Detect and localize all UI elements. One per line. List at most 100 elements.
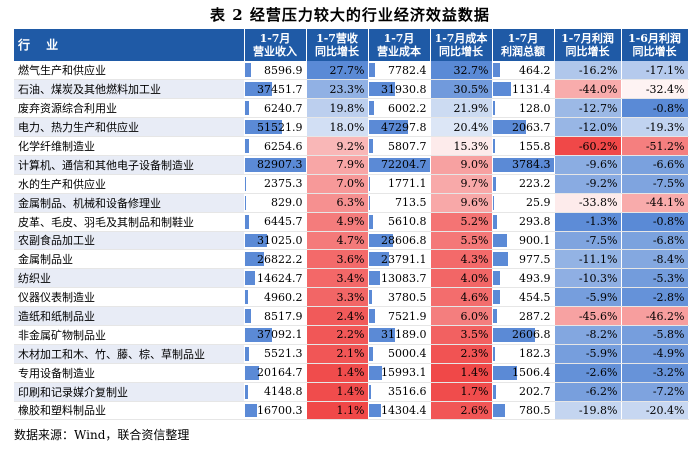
revenue-cell: 2375.3 (244, 174, 307, 194)
profit-cell-value: 223.2 (519, 177, 551, 191)
profit-cell: 977.5 (492, 249, 555, 270)
profit-cell: 493.9 (492, 268, 555, 289)
profit-cell-value: 182.3 (519, 347, 551, 361)
profit-cell: 155.8 (492, 136, 555, 156)
industry-name: 燃气生产和供应业 (14, 61, 245, 81)
header-revenue: 1-7月 营业收入 (244, 29, 307, 61)
profit-cell-value: 2063.7 (512, 120, 551, 134)
profit-cell-bar (492, 346, 496, 361)
header-profit-growth-6: 1-6月利润 同比增长 (621, 29, 689, 61)
cost-cell-bar (368, 290, 372, 305)
cost-cell: 72204.7 (368, 155, 431, 175)
revenue-cell: 6240.7 (244, 98, 307, 119)
table-row: 金属制品、机械和设备修理业 829.0 6.3% 713.5 9.6% 25.9 -33.8… (14, 193, 689, 213)
revenue-growth-cell: 2.2% (306, 325, 369, 345)
profit-cell-bar (492, 384, 496, 399)
profit-cell: 900.1 (492, 231, 555, 251)
revenue-cell: 8596.9 (244, 61, 307, 81)
cost-cell: 1771.1 (368, 174, 431, 194)
cost-cell-bar (368, 309, 375, 323)
cost-growth-cell: 2.3% (430, 344, 493, 364)
table-row: 废弃资源综合利用业 6240.7 19.8% 6002.2 21.9% 128.0 -12.… (14, 98, 689, 119)
table-row: 木材加工和木、竹、藤、棕、草制品业 5521.3 2.1% 5000.4 2.3% 182… (14, 344, 689, 364)
cost-growth-cell: 1.7% (430, 382, 493, 402)
profit-growth-6-cell: -0.8% (621, 98, 689, 119)
revenue-cell-bar (244, 195, 246, 210)
revenue-cell-bar (244, 176, 247, 191)
industry-name: 金属制品、机械和设备修理业 (14, 193, 245, 213)
cost-growth-cell: 4.0% (430, 268, 493, 289)
cost-cell: 31930.8 (368, 79, 431, 100)
profit-growth-7-cell: -16.2% (554, 61, 622, 81)
profit-cell-value: 1506.4 (512, 366, 551, 380)
industry-name: 废弃资源综合利用业 (14, 98, 245, 119)
profit-cell-value: 900.1 (519, 233, 551, 247)
revenue-cell: 26822.2 (244, 249, 307, 270)
industry-table: 行 业 1-7月 营业收入 1-7营收 同比增长 1-7月 营业成本 1-7月成本 同比… (14, 29, 689, 421)
profit-cell: 182.3 (492, 344, 555, 364)
revenue-cell-bar (244, 120, 283, 135)
revenue-growth-cell: 2.4% (306, 306, 369, 326)
industry-name: 石油、煤炭及其他燃料加工业 (14, 79, 245, 100)
profit-growth-6-cell: -44.1% (621, 193, 689, 213)
cost-cell-bar (368, 214, 374, 229)
revenue-growth-cell: 23.3% (306, 79, 369, 100)
revenue-cell: 37092.1 (244, 325, 307, 345)
profit-growth-6-cell: -7.2% (621, 382, 689, 402)
header-revenue-growth: 1-7营收 同比增长 (306, 29, 369, 61)
cost-cell-value: 5000.4 (388, 347, 427, 361)
revenue-cell-bar (244, 403, 257, 418)
profit-cell: 1506.4 (492, 363, 555, 383)
profit-cell-value: 25.9 (526, 196, 551, 210)
cost-cell-bar (368, 271, 380, 286)
revenue-cell: 31025.0 (244, 231, 307, 251)
cost-cell-bar (368, 327, 395, 342)
industry-name: 金属制品业 (14, 249, 245, 270)
revenue-cell-value: 37092.1 (257, 328, 303, 342)
industry-name: 橡胶和塑料制品业 (14, 401, 245, 421)
profit-growth-6-cell: -4.9% (621, 344, 689, 364)
cost-cell-value: 31930.8 (381, 82, 427, 96)
profit-growth-6-cell: -19.3% (621, 117, 689, 138)
profit-growth-6-cell: -6.8% (621, 231, 689, 251)
revenue-cell-value: 37451.7 (257, 82, 303, 96)
revenue-growth-cell: 7.0% (306, 174, 369, 194)
revenue-cell-value: 31025.0 (257, 233, 303, 247)
table-row: 计算机、通信和其他电子设备制造业 82907.3 7.9% 72204.7 9.0% 37… (14, 155, 689, 175)
profit-cell-value: 202.7 (519, 385, 551, 399)
header-profit: 1-7月 利润总额 (492, 29, 555, 61)
revenue-growth-cell: 27.7% (306, 61, 369, 81)
profit-cell: 202.7 (492, 382, 555, 402)
cost-cell-value: 15993.1 (381, 366, 427, 380)
industry-name: 仪器仪表制造业 (14, 287, 245, 308)
profit-cell-bar (492, 290, 500, 305)
cost-cell-value: 13083.7 (381, 271, 427, 285)
cost-growth-cell: 2.6% (430, 401, 493, 421)
table-row: 石油、煤炭及其他燃料加工业 37451.7 23.3% 31930.8 30.5% 113… (14, 79, 689, 100)
cost-cell-value: 5610.8 (388, 215, 427, 229)
revenue-cell-value: 829.0 (271, 196, 303, 210)
revenue-cell-value: 6445.7 (264, 215, 303, 229)
cost-cell: 14304.4 (368, 401, 431, 421)
profit-cell-bar (492, 214, 498, 229)
profit-cell-value: 454.5 (519, 290, 551, 304)
profit-growth-6-cell: -32.4% (621, 79, 689, 100)
revenue-growth-cell: 3.6% (306, 249, 369, 270)
revenue-cell-bar (244, 139, 250, 153)
revenue-growth-cell: 19.8% (306, 98, 369, 119)
revenue-cell-bar (244, 63, 251, 78)
profit-cell-value: 3784.3 (512, 158, 551, 172)
revenue-cell-bar (244, 346, 249, 361)
profit-cell: 3784.3 (492, 155, 555, 175)
profit-cell: 1131.4 (492, 79, 555, 100)
cost-growth-cell: 6.0% (430, 306, 493, 326)
revenue-cell-bar (244, 101, 250, 116)
revenue-cell-value: 8596.9 (264, 63, 303, 77)
table-row: 金属制品业 26822.2 3.6% 23791.1 4.3% 977.5 -11.1% -8… (14, 249, 689, 270)
profit-cell: 2063.7 (492, 117, 555, 138)
profit-cell-value: 977.5 (519, 252, 551, 266)
revenue-cell: 6445.7 (244, 212, 307, 232)
profit-growth-7-cell: -7.5% (554, 231, 622, 251)
profit-growth-7-cell: -5.9% (554, 287, 622, 308)
profit-growth-6-cell: -6.6% (621, 155, 689, 175)
